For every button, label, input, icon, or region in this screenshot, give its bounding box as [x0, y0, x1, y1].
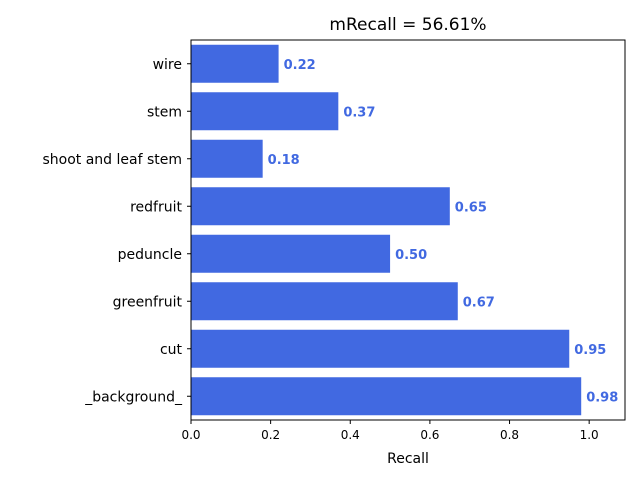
- bar-greenfruit: [191, 282, 458, 321]
- x-tick-label: 1.0: [580, 428, 599, 442]
- data-labels: 0.22 0.37 0.18 0.65 0.50 0.67 0.95 0.98: [268, 58, 619, 406]
- category-label: cut: [160, 342, 183, 358]
- bar-redfruit: [191, 187, 450, 226]
- bars-group: [191, 44, 582, 416]
- x-tick-label: 0.8: [500, 428, 519, 442]
- category-label: greenfruit: [113, 294, 183, 310]
- x-axis-ticks: 0.0 0.2 0.4 0.6 0.8 1.0: [181, 420, 599, 442]
- category-labels: wire stem shoot and leaf stem redfruit pedun…: [42, 57, 191, 405]
- data-label: 0.37: [343, 105, 375, 120]
- data-label: 0.50: [395, 248, 427, 263]
- data-label: 0.67: [463, 295, 495, 310]
- chart-title: mRecall = 56.61%: [329, 15, 486, 35]
- data-label: 0.95: [574, 343, 606, 358]
- bar-stem: [191, 92, 339, 131]
- category-label: stem: [147, 104, 182, 120]
- x-tick-label: 0.2: [261, 428, 280, 442]
- bar-peduncle: [191, 234, 391, 273]
- data-label: 0.18: [268, 153, 300, 168]
- bar-background: [191, 377, 582, 416]
- x-tick-label: 0.6: [420, 428, 439, 442]
- bar-cut: [191, 329, 570, 368]
- data-label: 0.65: [455, 200, 487, 215]
- data-label: 0.22: [284, 58, 316, 73]
- category-label: redfruit: [130, 199, 182, 215]
- category-label: _background_: [84, 389, 183, 405]
- data-label: 0.98: [586, 390, 618, 405]
- category-label: wire: [153, 57, 182, 73]
- x-tick-label: 0.0: [181, 428, 200, 442]
- x-axis-label: Recall: [387, 451, 429, 467]
- x-tick-label: 0.4: [341, 428, 360, 442]
- axes-frame: [190, 39, 626, 421]
- bar-shoot-and-leaf-stem: [191, 139, 263, 178]
- category-label: shoot and leaf stem: [42, 152, 182, 168]
- bar-wire: [191, 44, 279, 83]
- category-label: peduncle: [118, 247, 182, 263]
